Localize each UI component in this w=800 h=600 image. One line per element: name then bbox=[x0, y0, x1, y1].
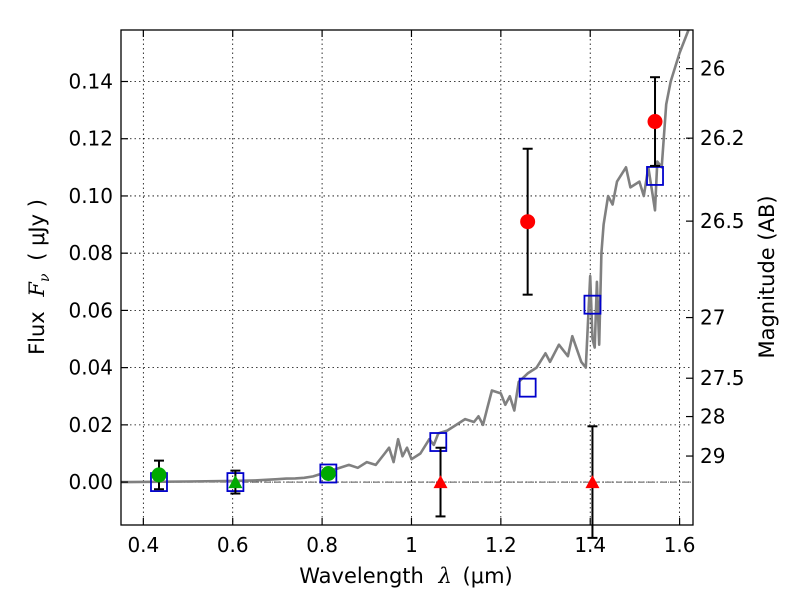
x-tick-label: 1.4 bbox=[574, 533, 606, 557]
optical-point bbox=[151, 467, 167, 483]
model-box-marker bbox=[429, 432, 448, 452]
x-tick-label: 0.6 bbox=[217, 533, 249, 557]
data-markers bbox=[151, 114, 663, 489]
y-tick-labels: 0.00 0.02 0.04 0.06 0.08 0.10 0.12 0.14 bbox=[68, 70, 113, 495]
grid-lines bbox=[121, 30, 693, 525]
y2-tick-label: 26.5 bbox=[700, 209, 745, 233]
x-tick-labels: 0.4 0.6 0.8 1 1.2 1.4 1.6 bbox=[127, 533, 695, 557]
tick-marks bbox=[121, 30, 693, 525]
x-tick-label: 0.8 bbox=[306, 533, 338, 557]
model-box-marker bbox=[319, 463, 338, 484]
y-tick-label: 0.08 bbox=[68, 241, 113, 265]
y2-tick-label: 28 bbox=[700, 405, 725, 429]
y-tick-label: 0.04 bbox=[68, 356, 113, 380]
y2-tick-label: 26.2 bbox=[700, 126, 745, 150]
upper-limit-marker bbox=[585, 475, 600, 489]
y-tick-label: 0.14 bbox=[68, 70, 113, 94]
x-tick-label: 0.4 bbox=[127, 533, 159, 557]
x-tick-label: 1 bbox=[405, 533, 418, 557]
model-spectrum-line bbox=[120, 29, 690, 484]
y2-tick-label: 27.5 bbox=[700, 366, 745, 390]
detection-point bbox=[647, 114, 663, 130]
model-spectrum bbox=[120, 29, 690, 484]
y-tick-label: 0.02 bbox=[68, 413, 113, 437]
plot-frame bbox=[120, 29, 694, 526]
model-box-marker bbox=[518, 377, 537, 398]
y-axis-label: Flux Fν ( μJy ) bbox=[25, 199, 54, 355]
x-axis-label: Wavelength λ (μm) bbox=[299, 564, 512, 588]
optical-point bbox=[320, 465, 336, 481]
y-tick-label: 0.10 bbox=[68, 184, 113, 208]
y-tick-label: 0.06 bbox=[68, 298, 113, 322]
detection-point bbox=[520, 214, 536, 230]
y-tick-label: 0.00 bbox=[68, 470, 113, 494]
model-box-marker bbox=[583, 294, 602, 315]
optical-upper-limit-marker bbox=[228, 475, 243, 489]
y2-tick-label: 26 bbox=[700, 57, 725, 81]
model-box-marker bbox=[646, 166, 664, 186]
y2-axis-label: Magnitude (AB) bbox=[755, 195, 779, 358]
y2-tick-labels: 26 26.2 26.5 27 27.5 28 29 bbox=[700, 57, 745, 468]
x-tick-label: 1.2 bbox=[485, 533, 517, 557]
y-tick-label: 0.12 bbox=[68, 127, 113, 151]
y2-tick-label: 27 bbox=[700, 306, 725, 330]
upper-limit-marker bbox=[433, 475, 448, 489]
x-tick-label: 1.6 bbox=[664, 533, 696, 557]
y2-tick-label: 29 bbox=[700, 444, 725, 468]
